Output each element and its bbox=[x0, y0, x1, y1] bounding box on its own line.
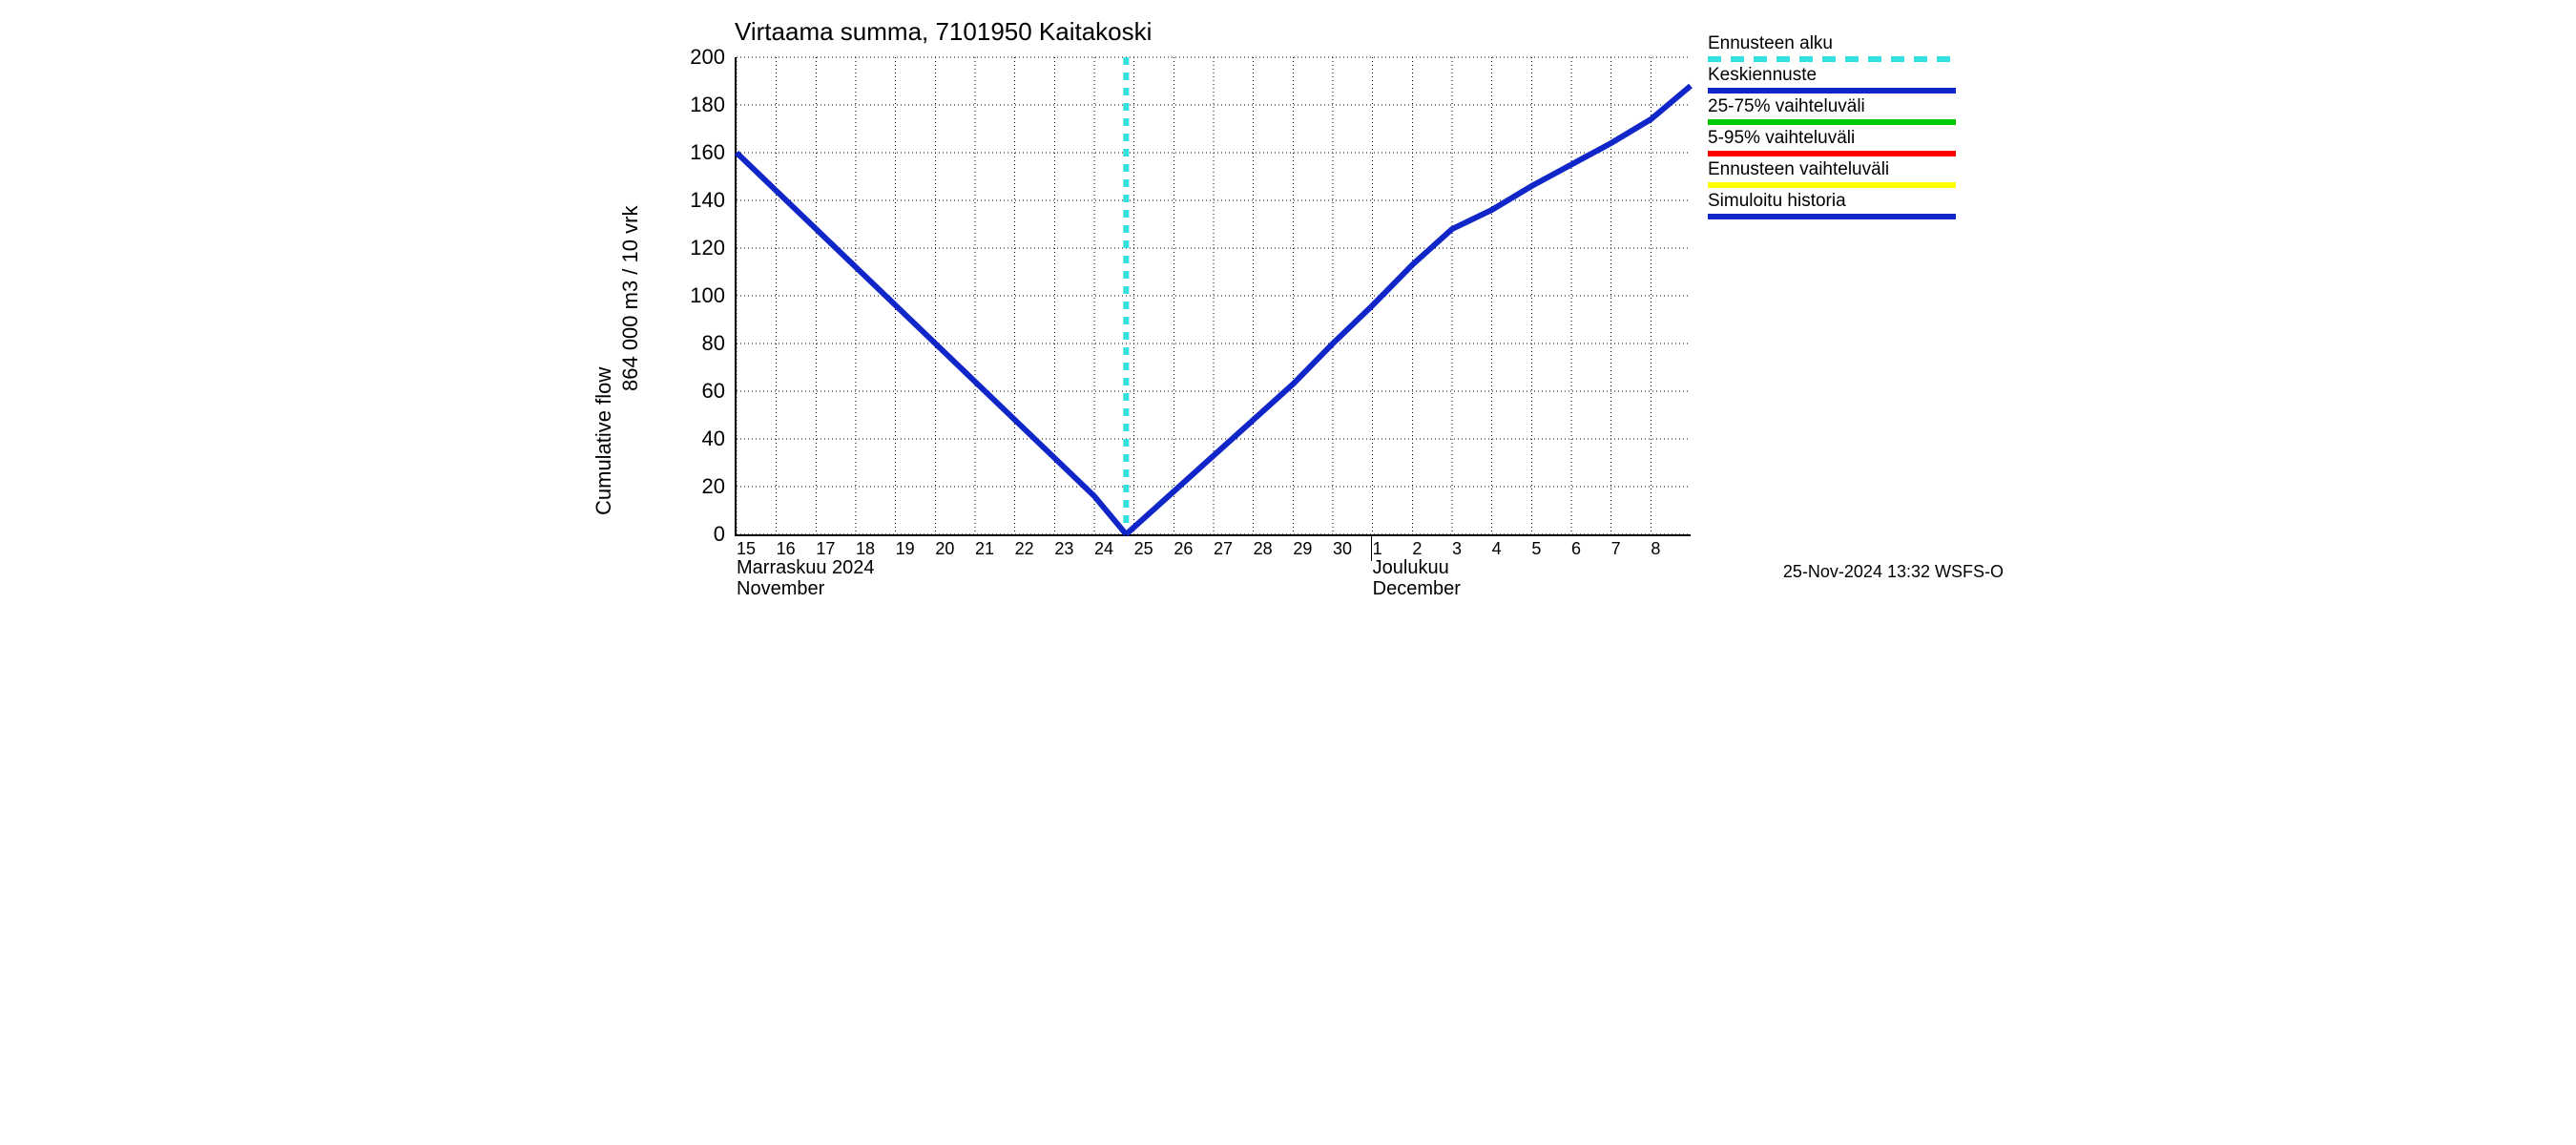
x-tick-label: 5 bbox=[1531, 539, 1541, 559]
x-tick-label: 24 bbox=[1094, 539, 1113, 559]
x-tick-label: 17 bbox=[816, 539, 835, 559]
x-tick-label: 19 bbox=[896, 539, 915, 559]
month-label-fi: Joulukuu bbox=[1373, 557, 1449, 579]
x-tick-label: 20 bbox=[935, 539, 954, 559]
x-tick-label: 29 bbox=[1293, 539, 1312, 559]
x-tick-label: 25 bbox=[1134, 539, 1153, 559]
y-tick-label: 0 bbox=[668, 522, 725, 547]
plot-area bbox=[735, 57, 1691, 536]
y-tick-label: 60 bbox=[668, 379, 725, 404]
y-axis-label-2: 864 000 m3 / 10 vrk bbox=[618, 206, 643, 391]
x-tick-label: 22 bbox=[1015, 539, 1034, 559]
y-tick-label: 180 bbox=[668, 93, 725, 117]
x-tick-label: 2 bbox=[1412, 539, 1422, 559]
legend-label: 5-95% vaihteluväli bbox=[1708, 128, 1994, 149]
chart-title: Virtaama summa, 7101950 Kaitakoski bbox=[735, 17, 1152, 47]
x-tick-label: 23 bbox=[1054, 539, 1073, 559]
legend-item-mean_forecast: Keskiennuste bbox=[1708, 65, 1994, 94]
plot-svg bbox=[737, 57, 1691, 534]
y-tick-label: 40 bbox=[668, 427, 725, 451]
x-tick-label: 3 bbox=[1452, 539, 1462, 559]
timestamp-label: 25-Nov-2024 13:32 WSFS-O bbox=[1783, 562, 2004, 582]
x-tick-label: 8 bbox=[1651, 539, 1660, 559]
y-tick-label: 120 bbox=[668, 236, 725, 260]
legend-label: Keskiennuste bbox=[1708, 65, 1994, 86]
legend-swatch bbox=[1708, 119, 1956, 125]
legend-label: Simuloitu historia bbox=[1708, 191, 1994, 212]
y-tick-label: 160 bbox=[668, 140, 725, 165]
x-tick-label: 18 bbox=[856, 539, 875, 559]
x-tick-label: 27 bbox=[1214, 539, 1233, 559]
legend-swatch bbox=[1708, 56, 1956, 62]
legend-item-forecast_start: Ennusteen alku bbox=[1708, 33, 1994, 62]
x-tick-label: 21 bbox=[975, 539, 994, 559]
x-tick-label: 6 bbox=[1571, 539, 1581, 559]
legend-label: Ennusteen vaihteluväli bbox=[1708, 159, 1994, 180]
legend-item-range_25_75: 25-75% vaihteluväli bbox=[1708, 96, 1994, 125]
series-simulated-history bbox=[737, 153, 1126, 534]
legend-item-range_5_95: 5-95% vaihteluväli bbox=[1708, 128, 1994, 156]
x-tick-label: 26 bbox=[1174, 539, 1193, 559]
legend-swatch bbox=[1708, 214, 1956, 219]
month-boundary-tick bbox=[1371, 534, 1372, 561]
month-label-en: December bbox=[1373, 578, 1461, 600]
y-tick-label: 20 bbox=[668, 474, 725, 499]
x-tick-label: 28 bbox=[1254, 539, 1273, 559]
x-tick-label: 16 bbox=[777, 539, 796, 559]
legend-item-sim_history: Simuloitu historia bbox=[1708, 191, 1994, 219]
month-label-fi: Marraskuu 2024 bbox=[737, 557, 875, 579]
x-tick-label: 7 bbox=[1611, 539, 1621, 559]
legend-swatch bbox=[1708, 151, 1956, 156]
legend-label: Ennusteen alku bbox=[1708, 33, 1994, 54]
legend-item-forecast_range: Ennusteen vaihteluväli bbox=[1708, 159, 1994, 188]
chart-figure: Virtaama summa, 7101950 Kaitakoski Cumul… bbox=[563, 0, 2013, 592]
x-tick-label: 1 bbox=[1373, 539, 1382, 559]
legend-swatch bbox=[1708, 182, 1956, 188]
legend: Ennusteen alku Keskiennuste 25-75% vaihtel… bbox=[1708, 33, 1994, 222]
legend-swatch bbox=[1708, 88, 1956, 94]
y-tick-label: 80 bbox=[668, 331, 725, 356]
legend-label: 25-75% vaihteluväli bbox=[1708, 96, 1994, 117]
y-tick-label: 200 bbox=[668, 45, 725, 70]
x-tick-label: 30 bbox=[1333, 539, 1352, 559]
month-label-en: November bbox=[737, 578, 824, 600]
x-tick-label: 4 bbox=[1492, 539, 1502, 559]
y-tick-label: 100 bbox=[668, 283, 725, 308]
grid-lines bbox=[737, 57, 1691, 534]
x-tick-label: 15 bbox=[737, 539, 756, 559]
y-axis-label-1: Cumulative flow bbox=[592, 367, 616, 515]
y-tick-label: 140 bbox=[668, 188, 725, 213]
